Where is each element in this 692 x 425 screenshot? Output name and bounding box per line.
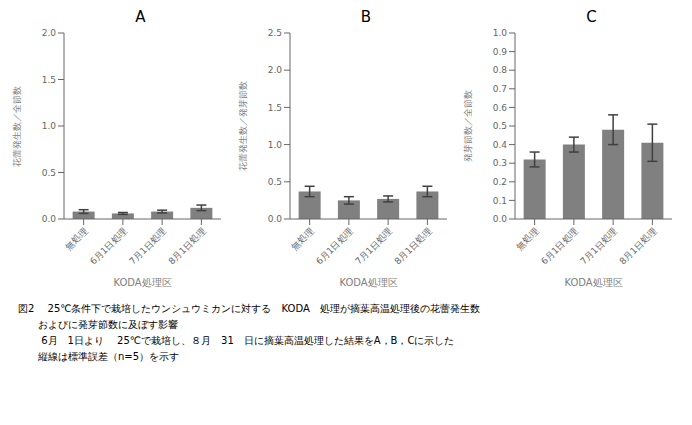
svg-text:発芽節数／全節数: 発芽節数／全節数: [463, 90, 473, 162]
svg-text:KODA処理区: KODA処理区: [113, 277, 171, 288]
svg-text:KODA処理区: KODA処理区: [564, 277, 622, 288]
svg-text:0.4: 0.4: [493, 140, 508, 150]
svg-text:2.0: 2.0: [267, 65, 282, 75]
svg-text:0.8: 0.8: [493, 65, 508, 75]
svg-text:無処理: 無処理: [289, 226, 315, 252]
svg-text:8月1日処理: 8月1日処理: [618, 226, 659, 267]
html-text:およびに発芽節数に及ぼす影響: およびに発芽節数に及ぼす影響: [18, 319, 178, 330]
svg-text:2.5: 2.5: [267, 28, 281, 38]
svg-text:0.5: 0.5: [493, 121, 507, 131]
svg-text:0.2: 0.2: [493, 177, 507, 187]
svg-text:8月1日処理: 8月1日処理: [167, 226, 208, 267]
html-text:図2 25℃条件下で栽培したウンシュウミカンに対する KOD: 図2 25℃条件下で栽培したウンシュウミカンに対する KODA 処理が摘葉高温処…: [18, 303, 480, 314]
html-text:縦線は標準誤差（n=5）を示す: 縦線は標準誤差（n=5）を示す: [18, 351, 180, 362]
svg-text:0.3: 0.3: [493, 158, 507, 168]
html-text:A: A: [135, 8, 146, 26]
svg-text:0.6: 0.6: [493, 103, 508, 113]
svg-text:KODA処理区: KODA処理区: [339, 277, 397, 288]
svg-text:0.1: 0.1: [493, 196, 507, 206]
svg-text:7月1日処理: 7月1日処理: [578, 226, 619, 267]
svg-text:1.0: 1.0: [267, 140, 282, 150]
svg-text:2.0: 2.0: [42, 28, 57, 38]
html-text:6月 1日より 25℃で栽培し、８月 31 日に摘葉高温処理: 6月 1日より 25℃で栽培し、８月 31 日に摘葉高温処理した結果をA，B，C…: [18, 335, 455, 346]
svg-text:0.5: 0.5: [267, 177, 281, 187]
svg-text:無処理: 無処理: [514, 226, 540, 252]
svg-text:1.5: 1.5: [267, 103, 281, 113]
svg-text:0.0: 0.0: [493, 214, 508, 224]
svg-text:0.5: 0.5: [42, 168, 56, 178]
svg-text:1.0: 1.0: [42, 121, 57, 131]
svg-text:1.5: 1.5: [42, 75, 56, 85]
svg-text:7月1日処理: 7月1日処理: [127, 226, 168, 267]
svg-text:花蕾発生数／発芽節数: 花蕾発生数／発芽節数: [238, 81, 248, 171]
svg-text:6月1日処理: 6月1日処理: [539, 226, 580, 267]
svg-text:6月1日処理: 6月1日処理: [314, 226, 355, 267]
svg-text:花蕾発生数／全節数: 花蕾発生数／全節数: [12, 86, 22, 167]
html-text:C: C: [586, 8, 597, 26]
svg-text:7月1日処理: 7月1日処理: [353, 226, 394, 267]
svg-text:6月1日処理: 6月1日処理: [88, 226, 129, 267]
html-text:B: B: [360, 8, 372, 26]
svg-text:無処理: 無処理: [63, 226, 89, 252]
svg-text:8月1日処理: 8月1日処理: [392, 226, 433, 267]
svg-text:0.0: 0.0: [42, 214, 57, 224]
svg-text:0.0: 0.0: [267, 214, 282, 224]
svg-text:0.7: 0.7: [493, 84, 507, 94]
svg-text:0.9: 0.9: [493, 47, 508, 57]
svg-text:1.0: 1.0: [493, 28, 508, 38]
